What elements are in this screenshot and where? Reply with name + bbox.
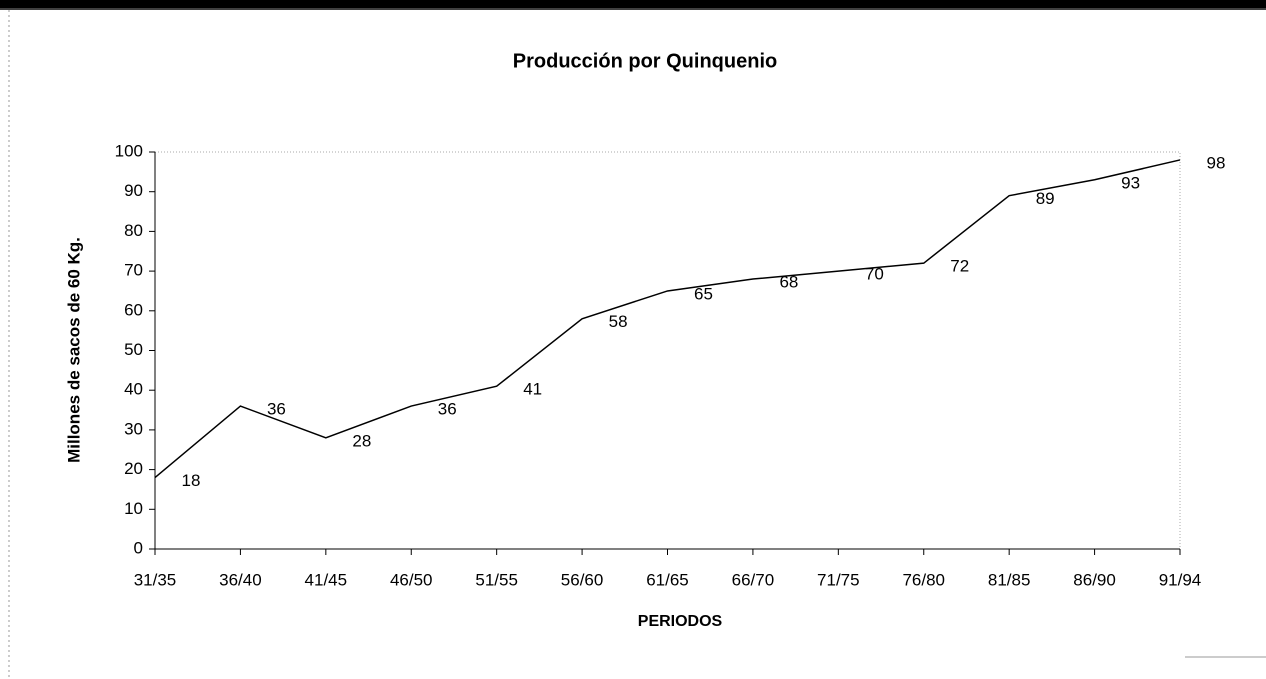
data-label: 36 [438, 400, 457, 419]
x-tick-label: 66/70 [732, 570, 775, 589]
data-label: 36 [267, 400, 286, 419]
x-tick-label: 51/55 [475, 570, 518, 589]
data-label: 41 [523, 380, 542, 399]
y-tick-label: 10 [124, 499, 143, 518]
y-tick-label: 60 [124, 300, 143, 319]
strip-band [0, 0, 1266, 8]
y-tick-label: 50 [124, 340, 143, 359]
x-tick-label: 56/60 [561, 570, 604, 589]
y-tick-label: 80 [124, 221, 143, 240]
x-tick-label: 91/94 [1159, 570, 1202, 589]
x-tick-label: 31/35 [134, 570, 177, 589]
y-tick-label: 0 [134, 538, 143, 557]
data-label: 58 [609, 312, 628, 331]
x-axis-title: PERIODOS [638, 613, 723, 630]
y-tick-label: 90 [124, 181, 143, 200]
x-tick-label: 86/90 [1073, 570, 1116, 589]
x-tick-label: 76/80 [902, 570, 945, 589]
data-label: 93 [1121, 173, 1140, 192]
data-label: 89 [1036, 189, 1055, 208]
data-label: 65 [694, 284, 713, 303]
chart-title: Producción por Quinquenio [513, 50, 777, 72]
data-label: 68 [779, 273, 798, 292]
data-label: 18 [182, 471, 201, 490]
y-tick-label: 20 [124, 459, 143, 478]
x-tick-label: 81/85 [988, 570, 1031, 589]
line-series [154, 159, 1181, 479]
data-label: 70 [865, 265, 884, 284]
x-tick-label: 61/65 [646, 570, 689, 589]
x-tick-label: 71/75 [817, 570, 860, 589]
y-axis-title: Millones de sacos de 60 Kg. [64, 237, 83, 463]
y-tick-label: 40 [124, 380, 143, 399]
y-tick-label: 70 [124, 261, 143, 280]
table-header-strip [0, 0, 1266, 10]
plot-frame [154, 151, 1181, 550]
data-label: 72 [950, 257, 969, 276]
x-tick-label: 36/40 [219, 570, 262, 589]
data-label: 28 [352, 431, 371, 450]
y-tick-label: 30 [124, 419, 143, 438]
x-tick-label: 46/50 [390, 570, 433, 589]
x-tick-label: 41/45 [305, 570, 348, 589]
data-label: 98 [1207, 153, 1226, 172]
y-tick-label: 100 [115, 141, 143, 160]
